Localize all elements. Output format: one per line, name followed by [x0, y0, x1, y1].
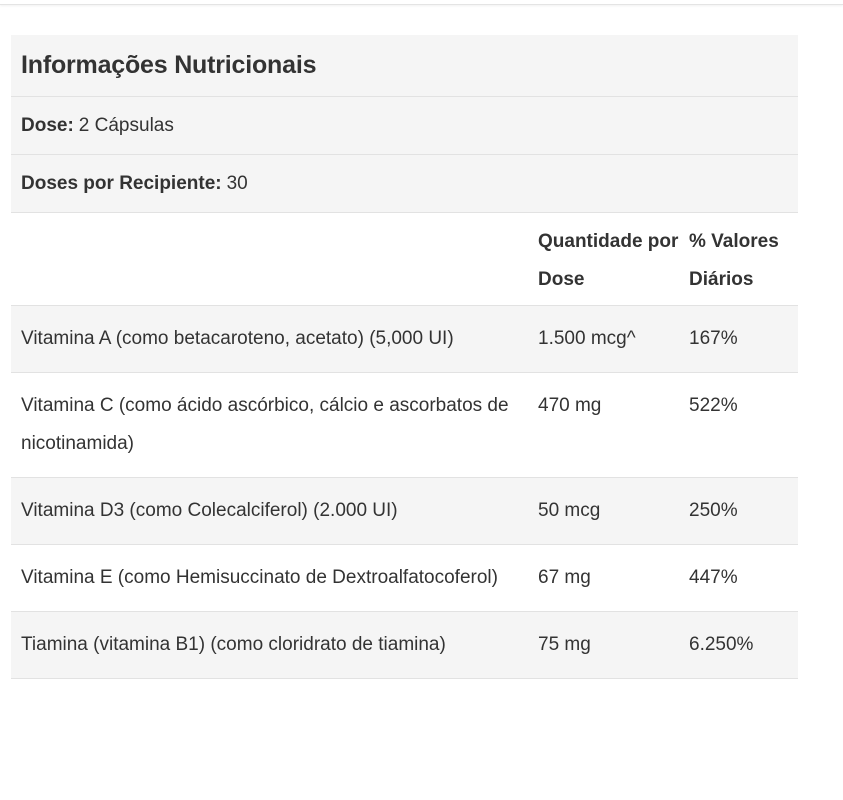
- dose-value: 2 Cápsulas: [78, 114, 174, 136]
- nutrient-daily-value: 522%: [689, 395, 738, 416]
- doses-per-container-row: Doses por Recipiente: 30: [11, 155, 798, 213]
- nutrient-amount: 1.500 mcg^: [538, 328, 636, 349]
- nutrient-amount: 67 mg: [538, 567, 591, 588]
- doses-per-container-label: Doses por Recipiente:: [21, 172, 222, 194]
- header-nutrient: [21, 223, 538, 299]
- title-row: Informações Nutricionais: [11, 35, 798, 97]
- nutrition-facts-panel: Informações Nutricionais Dose: 2 Cápsula…: [11, 35, 798, 679]
- nutrient-name: Vitamina D3 (como Colecalciferol) (2.000…: [21, 500, 398, 521]
- table-row: Vitamina E (como Hemisuccinato de Dextro…: [11, 545, 798, 612]
- nutrient-amount: 470 mg: [538, 395, 602, 416]
- nutrient-name: Vitamina E (como Hemisuccinato de Dextro…: [21, 567, 498, 588]
- header-daily-value: % Valores Diários: [689, 231, 779, 290]
- nutrient-amount: 50 mcg: [538, 500, 601, 521]
- nutrient-amount: 75 mg: [538, 634, 591, 655]
- table-header-row: Quantidade por Dose % Valores Diários: [11, 213, 798, 306]
- table-row: Tiamina (vitamina B1) (como cloridrato d…: [11, 612, 798, 679]
- dose-label: Dose:: [21, 114, 74, 136]
- panel-title: Informações Nutricionais: [21, 51, 317, 79]
- nutrient-daily-value: 6.250%: [689, 634, 754, 655]
- header-amount: Quantidade por Dose: [538, 231, 679, 290]
- table-row: Vitamina A (como betacaroteno, acetato) …: [11, 306, 798, 373]
- nutrient-daily-value: 167%: [689, 328, 738, 349]
- nutrient-daily-value: 447%: [689, 567, 738, 588]
- top-divider: [0, 0, 843, 5]
- table-row: Vitamina D3 (como Colecalciferol) (2.000…: [11, 478, 798, 545]
- nutrient-name: Vitamina C (como ácido ascórbico, cálcio…: [21, 395, 509, 454]
- doses-per-container-value: 30: [226, 172, 248, 194]
- nutrient-name: Vitamina A (como betacaroteno, acetato) …: [21, 328, 454, 349]
- nutrient-daily-value: 250%: [689, 500, 738, 521]
- table-row: Vitamina C (como ácido ascórbico, cálcio…: [11, 373, 798, 478]
- dose-row: Dose: 2 Cápsulas: [11, 97, 798, 155]
- nutrient-name: Tiamina (vitamina B1) (como cloridrato d…: [21, 634, 446, 655]
